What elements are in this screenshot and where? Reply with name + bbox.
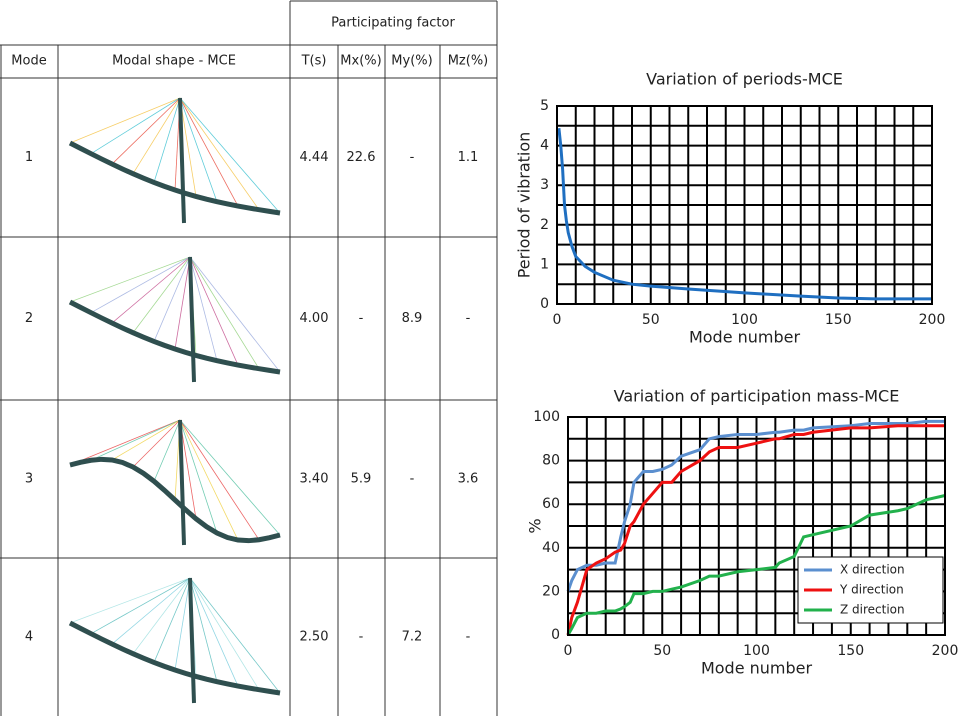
cable	[190, 257, 280, 372]
legend-label: X direction	[840, 563, 905, 577]
table-cell: 2	[25, 311, 33, 326]
x-axis-label: Mode number	[701, 659, 813, 678]
pylon	[190, 578, 194, 703]
cable	[91, 98, 180, 154]
column-header: My(%)	[391, 54, 432, 69]
y-tick-label: 60	[542, 496, 560, 512]
table-cell: -	[466, 311, 471, 326]
table-cell: -	[410, 472, 415, 487]
deck	[70, 459, 280, 540]
y-tick-label: 5	[540, 98, 549, 114]
table-cell: 7.2	[402, 630, 423, 645]
cable	[180, 420, 238, 540]
legend-label: Z direction	[840, 603, 905, 617]
x-tick-label: 100	[743, 643, 770, 659]
cable	[190, 578, 280, 693]
x-tick-label: 200	[932, 643, 959, 659]
x-tick-label: 150	[837, 643, 864, 659]
cable	[70, 98, 180, 143]
table-cell: 4.00	[300, 311, 329, 326]
table-cell: 5.9	[351, 472, 372, 487]
cable	[180, 98, 217, 202]
x-tick-label: 0	[553, 312, 562, 328]
cable	[112, 578, 190, 644]
column-header: T(s)	[301, 54, 327, 69]
chart-title: Variation of periods-MCE	[646, 70, 843, 89]
table: Participating factor	[0, 1, 497, 716]
table-cell: 1	[25, 150, 33, 165]
y-tick-label: 1	[540, 256, 549, 272]
cable	[175, 257, 190, 349]
x-tick-label: 150	[825, 312, 852, 328]
column-header: Mx(%)	[340, 54, 381, 69]
cable	[133, 257, 190, 333]
table-cell: 3.6	[458, 472, 479, 487]
y-tick-label: 3	[540, 177, 549, 193]
deck	[70, 302, 280, 372]
cable	[190, 257, 259, 369]
y-tick-label: 4	[540, 138, 549, 154]
x-tick-label: 50	[642, 312, 660, 328]
cable	[91, 420, 180, 460]
cable	[91, 257, 190, 313]
chart-title: Variation of participation mass-MCE	[614, 387, 900, 406]
x-tick-label: 0	[564, 643, 573, 659]
cable	[133, 98, 180, 174]
cable	[91, 578, 190, 634]
cable	[70, 257, 190, 302]
table-cell: 4	[25, 630, 33, 645]
table-cell: -	[359, 630, 364, 645]
column-header: Mz(%)	[448, 54, 489, 69]
cable	[180, 420, 217, 533]
table-cell: 2.50	[300, 630, 329, 645]
y-axis-label: %	[526, 518, 545, 533]
table-cell: -	[410, 150, 415, 165]
cable	[180, 420, 259, 540]
cable	[154, 578, 190, 662]
cable	[175, 578, 190, 670]
cable	[70, 578, 190, 623]
y-tick-label: 100	[533, 409, 560, 425]
x-tick-label: 100	[731, 312, 758, 328]
y-tick-label: 0	[551, 627, 560, 643]
x-axis-label: Mode number	[689, 328, 801, 347]
legend-label: Y direction	[839, 583, 904, 597]
x-tick-label: 200	[919, 312, 946, 328]
y-tick-label: 80	[542, 453, 560, 469]
figure: Participating factor Mode Modal shape - M…	[0, 0, 963, 716]
table-cell: 22.6	[347, 150, 376, 165]
column-header: Mode	[11, 54, 46, 69]
deck	[70, 143, 280, 213]
table-cell: 3.40	[300, 472, 329, 487]
table-cell: 1.1	[458, 150, 479, 165]
y-tick-label: 40	[542, 540, 560, 556]
y-tick-label: 20	[542, 583, 560, 599]
deck	[70, 623, 280, 693]
cable	[133, 578, 190, 654]
column-header: Modal shape - MCE	[112, 54, 236, 69]
table-cell: 3	[25, 472, 33, 487]
table-cell: 8.9	[402, 311, 423, 326]
table-cell: 4.44	[300, 150, 329, 165]
cable	[190, 578, 259, 690]
y-tick-label: 0	[540, 296, 549, 312]
cable	[154, 257, 190, 341]
y-axis-label: Period of vibration	[515, 132, 534, 279]
table-cell: -	[359, 311, 364, 326]
y-tick-label: 2	[540, 217, 549, 233]
group-header: Participating factor	[331, 16, 455, 31]
cable	[112, 257, 190, 323]
table-cell: -	[466, 630, 471, 645]
x-tick-label: 50	[653, 643, 671, 659]
pylon	[190, 257, 194, 382]
